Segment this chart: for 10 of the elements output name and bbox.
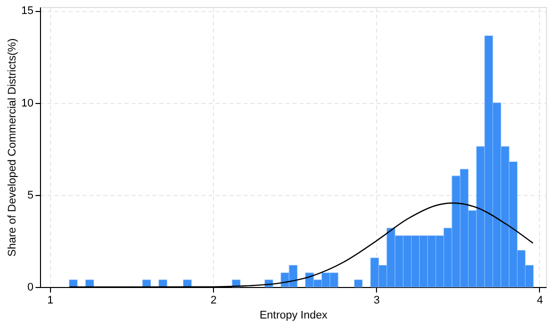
x-axis-title: Entropy Index xyxy=(260,310,328,322)
x-tick-label: 2 xyxy=(210,294,217,306)
x-tick-label: 4 xyxy=(536,294,544,306)
y-tick-label: 5 xyxy=(27,189,34,202)
y-tick-label: 15 xyxy=(21,5,34,18)
x-tick-label: 3 xyxy=(374,294,380,306)
y-tick-label: 10 xyxy=(21,97,34,110)
y-axis-title: Share of Developed Commercial Districts(%) xyxy=(6,38,18,257)
x-tick-label: 1 xyxy=(47,294,54,306)
y-tick-label: 0 xyxy=(27,282,34,294)
